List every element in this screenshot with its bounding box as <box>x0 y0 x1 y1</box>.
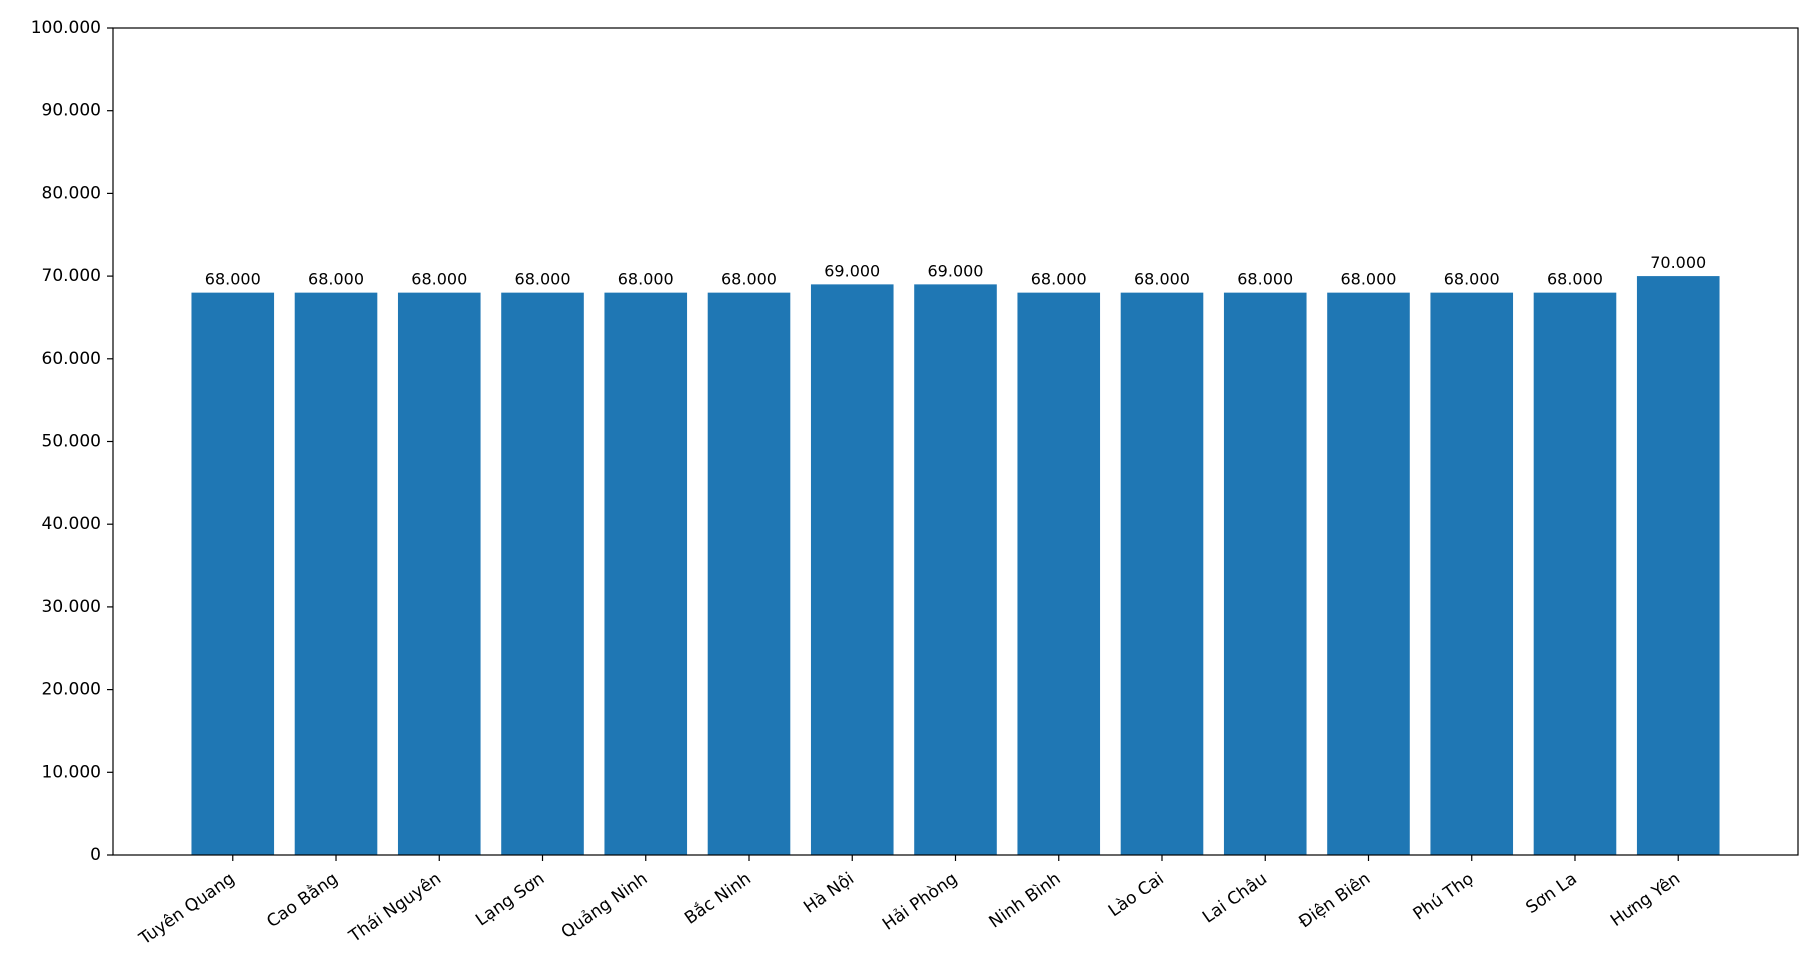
bar <box>914 284 997 855</box>
x-tick-label: Tuyên Quang <box>135 869 239 950</box>
bar <box>1430 292 1514 855</box>
x-tick-label: Quảng Ninh <box>558 869 652 943</box>
x-tick-label: Thái Nguyên <box>345 869 445 947</box>
x-tick-label: Cao Bằng <box>263 868 342 932</box>
bar <box>397 292 481 855</box>
value-label: 68.000 <box>721 270 777 289</box>
value-label: 68.000 <box>1340 270 1396 289</box>
y-tick-label: 30.000 <box>42 597 101 617</box>
value-label: 68.000 <box>411 270 467 289</box>
x-tick-label: Lào Cai <box>1105 869 1168 921</box>
plot-frame <box>112 27 1799 856</box>
value-label: 68.000 <box>1237 270 1293 289</box>
bar <box>1223 292 1307 855</box>
value-label: 68.000 <box>205 270 261 289</box>
y-tick-label: 20.000 <box>42 680 101 700</box>
value-label: 68.000 <box>515 270 571 289</box>
value-label: 68.000 <box>1444 270 1500 289</box>
bar <box>1327 292 1410 855</box>
y-tick-label: 60.000 <box>42 349 101 369</box>
y-tick-label: 100.000 <box>31 18 101 38</box>
value-label: 68.000 <box>1134 270 1190 289</box>
bar <box>1120 292 1204 855</box>
bar <box>604 292 688 855</box>
value-label: 68.000 <box>1031 270 1087 289</box>
bar <box>707 292 791 855</box>
x-tick-label: Bắc Ninh <box>681 868 755 929</box>
y-tick-label: 90.000 <box>42 101 101 121</box>
y-tick-label: 10.000 <box>42 762 101 782</box>
bar <box>501 292 584 855</box>
bar <box>1636 276 1720 856</box>
x-tick-label: Điện Biên <box>1295 869 1374 933</box>
bar <box>1017 292 1101 855</box>
bar <box>810 284 894 855</box>
bar <box>294 292 378 855</box>
x-tick-label: Lai Châu <box>1199 869 1271 928</box>
x-tick-label: Ninh Bình <box>986 869 1065 933</box>
value-label: 69.000 <box>928 261 984 280</box>
value-label: 68.000 <box>618 270 674 289</box>
x-tick-label: Phú Thọ <box>1410 869 1478 925</box>
y-tick-label: 70.000 <box>42 266 101 286</box>
x-tick-label: Hưng Yên <box>1607 869 1684 931</box>
value-label: 68.000 <box>308 270 364 289</box>
value-label: 68.000 <box>1547 270 1603 289</box>
y-tick-label: 0 <box>90 845 101 865</box>
x-tick-label: Sơn La <box>1522 869 1580 918</box>
y-tick-label: 80.000 <box>42 183 101 203</box>
value-label: 69.000 <box>824 261 880 280</box>
y-tick-label: 50.000 <box>42 432 101 452</box>
bar <box>1533 292 1617 855</box>
x-tick-label: Lạng Sơn <box>472 869 548 931</box>
x-tick-label: Hà Nội <box>800 869 858 918</box>
y-tick-label: 40.000 <box>42 514 101 534</box>
value-label: 70.000 <box>1650 253 1706 272</box>
x-tick-label: Hải Phòng <box>879 869 961 935</box>
bar <box>191 292 275 855</box>
